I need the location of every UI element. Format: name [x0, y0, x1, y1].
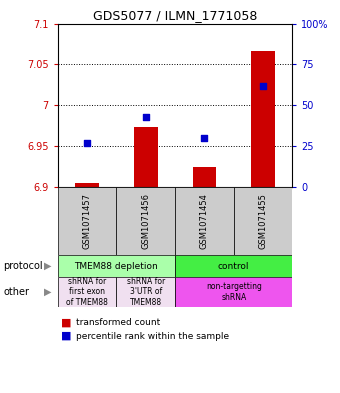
Bar	[58, 187, 116, 255]
Text: ■: ■	[61, 331, 72, 341]
Text: GSM1071455: GSM1071455	[259, 193, 268, 249]
Text: GSM1071454: GSM1071454	[200, 193, 209, 249]
Point	[260, 83, 266, 89]
Text: other: other	[3, 287, 29, 297]
Text: protocol: protocol	[3, 261, 43, 271]
Bar	[58, 277, 116, 307]
Point	[84, 140, 90, 146]
Text: ▶: ▶	[44, 287, 51, 297]
Bar	[134, 127, 157, 187]
Bar	[175, 187, 234, 255]
Text: TMEM88 depletion: TMEM88 depletion	[74, 262, 158, 271]
Text: control: control	[218, 262, 250, 271]
Bar	[75, 184, 99, 187]
Bar	[193, 167, 216, 187]
Bar	[251, 51, 275, 187]
Text: shRNA for
3'UTR of
TMEM88: shRNA for 3'UTR of TMEM88	[126, 277, 165, 307]
Point	[143, 114, 149, 120]
Text: ▶: ▶	[44, 261, 51, 271]
Bar	[116, 277, 175, 307]
Text: percentile rank within the sample: percentile rank within the sample	[76, 332, 230, 340]
Bar	[175, 255, 292, 277]
Point	[202, 134, 207, 141]
Text: GSM1071457: GSM1071457	[83, 193, 91, 249]
Title: GDS5077 / ILMN_1771058: GDS5077 / ILMN_1771058	[93, 9, 257, 22]
Text: transformed count: transformed count	[76, 318, 161, 327]
Bar	[175, 277, 292, 307]
Text: non-targetting
shRNA: non-targetting shRNA	[206, 282, 262, 301]
Bar	[234, 187, 292, 255]
Text: ■: ■	[61, 317, 72, 327]
Bar	[58, 255, 175, 277]
Text: GSM1071456: GSM1071456	[141, 193, 150, 249]
Bar	[116, 187, 175, 255]
Text: shRNA for
first exon
of TMEM88: shRNA for first exon of TMEM88	[66, 277, 108, 307]
